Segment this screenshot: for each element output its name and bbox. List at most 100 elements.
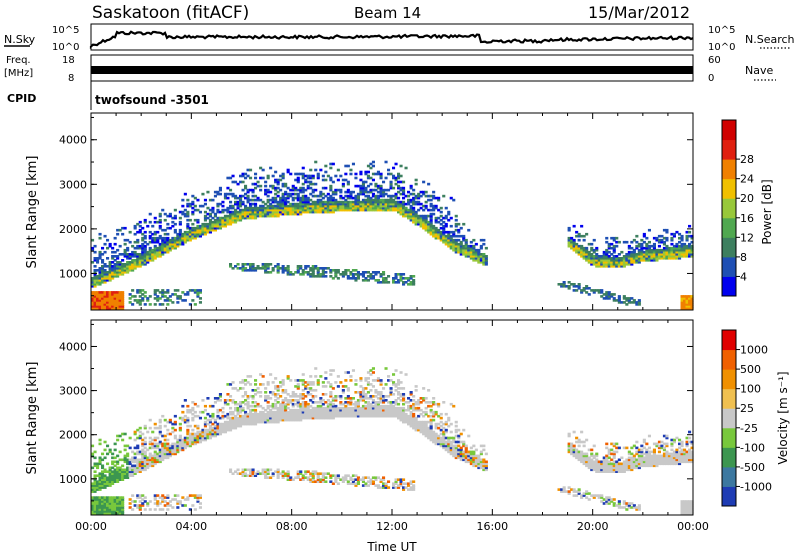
echo-cell <box>640 244 644 248</box>
echo-cell <box>366 414 370 418</box>
echo-cell <box>354 410 358 414</box>
echo-cell <box>193 432 197 436</box>
echo-cell <box>592 250 596 254</box>
echo-cell <box>321 267 325 270</box>
echo-cell <box>464 242 468 246</box>
echo-cell <box>236 389 240 392</box>
echo-cell <box>407 212 411 216</box>
echo-cell <box>286 416 290 420</box>
echo-cell <box>231 420 235 424</box>
echo-cell <box>389 389 393 392</box>
echo-cell <box>156 458 160 462</box>
echo-cell <box>229 210 233 214</box>
echo-cell <box>376 206 380 210</box>
echo-cell <box>118 307 122 310</box>
echo-cell <box>369 406 373 410</box>
echo-cell <box>379 406 383 410</box>
echo-cell <box>371 178 375 182</box>
echo-cell <box>452 234 456 238</box>
echo-cell <box>274 210 278 214</box>
echo-cell <box>171 452 175 456</box>
echo-cell <box>397 184 401 188</box>
echo-cell <box>602 261 606 264</box>
echo-cell <box>256 184 260 188</box>
echo-cell <box>229 406 233 410</box>
echo-cell <box>376 408 380 412</box>
echo-cell <box>412 275 416 278</box>
echo-cell <box>121 305 125 308</box>
echo-cell <box>251 263 255 266</box>
echo-cell <box>369 389 373 392</box>
echo-cell <box>269 410 273 414</box>
echo-cell <box>482 259 486 262</box>
echo-cell <box>98 476 102 479</box>
echo-cell <box>359 204 363 208</box>
echo-cell <box>640 257 644 260</box>
echo-cell <box>103 468 107 472</box>
echo-cell <box>444 442 448 446</box>
echo-cell <box>279 202 283 206</box>
echo-cell <box>309 410 313 414</box>
echo-cell <box>314 160 318 164</box>
echo-cell <box>133 466 137 470</box>
echo-cell <box>657 255 661 258</box>
echo-cell <box>336 395 340 398</box>
echo-cell <box>364 387 368 390</box>
y-tick-label: 4000 <box>59 134 87 147</box>
echo-cell <box>454 244 458 248</box>
echo-cell <box>409 206 413 210</box>
echo-cell <box>259 198 263 202</box>
echo-cell <box>249 420 253 424</box>
echo-cell <box>138 500 142 503</box>
echo-cell <box>341 200 345 204</box>
echo-cell <box>417 194 421 198</box>
echo-cell <box>464 454 468 458</box>
echo-cell <box>326 404 330 408</box>
echo-cell <box>168 246 172 250</box>
echo-cell <box>93 470 97 473</box>
echo-cell <box>116 434 120 438</box>
echo-cell <box>407 482 411 485</box>
echo-cell <box>229 263 233 266</box>
echo-cell <box>234 420 238 424</box>
echo-cell <box>341 480 345 483</box>
echo-cell <box>166 248 170 252</box>
echo-cell <box>93 498 97 501</box>
echo-cell <box>379 275 383 278</box>
echo-cell <box>449 236 453 240</box>
echo-cell <box>229 416 233 420</box>
echo-cell <box>191 206 195 210</box>
echo-cell <box>296 208 300 212</box>
echo-cell <box>349 168 353 172</box>
echo-cell <box>284 267 288 270</box>
echo-cell <box>284 399 288 402</box>
echo-cell <box>437 434 441 438</box>
echo-cell <box>637 257 641 260</box>
echo-cell <box>630 257 634 260</box>
echo-cell <box>111 261 115 264</box>
echo-cell <box>575 250 579 254</box>
echo-cell <box>136 246 140 250</box>
echo-cell <box>221 224 225 228</box>
echo-cell <box>244 416 248 420</box>
echo-cell <box>595 255 599 258</box>
echo-cell <box>259 206 263 210</box>
echo-cell <box>274 265 278 268</box>
echo-cell <box>259 472 263 475</box>
echo-cell <box>652 259 656 262</box>
echo-cell <box>261 418 265 422</box>
echo-cell <box>462 250 466 254</box>
echo-cell <box>309 192 313 196</box>
echo-cell <box>361 208 365 212</box>
echo-cell <box>141 504 145 507</box>
echo-cell <box>103 305 107 308</box>
echo-cell <box>306 174 310 178</box>
echo-cell <box>148 462 152 466</box>
echo-cell <box>246 200 250 204</box>
echo-cell <box>193 434 197 438</box>
echo-cell <box>276 387 280 390</box>
echo-cell <box>196 226 200 230</box>
echo-cell <box>434 410 438 414</box>
echo-cell <box>231 412 235 416</box>
echo-cell <box>329 196 333 200</box>
